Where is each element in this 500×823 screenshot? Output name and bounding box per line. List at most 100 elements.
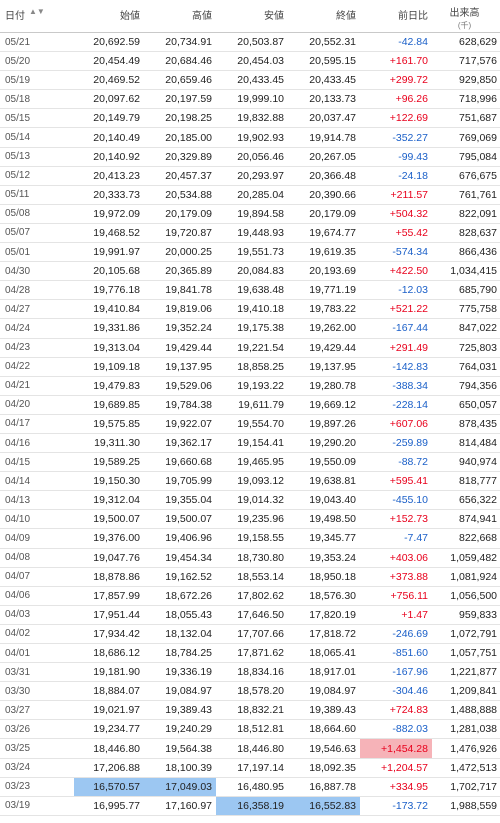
cell-low[interactable]: 19,448.93 — [216, 224, 288, 242]
cell-volume[interactable]: 751,687 — [432, 109, 500, 127]
cell-close[interactable]: 19,619.35 — [288, 243, 360, 261]
cell-high[interactable]: 20,198.25 — [144, 109, 216, 127]
cell-volume[interactable]: 1,476,926 — [432, 739, 500, 757]
cell-close[interactable]: 19,914.78 — [288, 128, 360, 146]
cell-close[interactable]: 17,820.19 — [288, 606, 360, 624]
cell-change[interactable]: -99.43 — [360, 148, 432, 166]
cell-date[interactable]: 05/01 — [0, 243, 74, 261]
cell-high[interactable]: 19,784.38 — [144, 396, 216, 414]
cell-open[interactable]: 18,686.12 — [74, 644, 144, 662]
cell-open[interactable]: 20,454.49 — [74, 52, 144, 70]
cell-date[interactable]: 04/02 — [0, 625, 74, 643]
cell-change[interactable]: +96.26 — [360, 90, 432, 108]
cell-open[interactable]: 17,951.44 — [74, 606, 144, 624]
cell-volume[interactable]: 628,629 — [432, 33, 500, 51]
cell-open[interactable]: 20,140.92 — [74, 148, 144, 166]
cell-high[interactable]: 19,660.68 — [144, 453, 216, 471]
cell-open[interactable]: 20,149.79 — [74, 109, 144, 127]
cell-open[interactable]: 20,140.49 — [74, 128, 144, 146]
header-close[interactable]: 終値 — [288, 0, 360, 32]
cell-date[interactable]: 05/08 — [0, 205, 74, 223]
cell-change[interactable]: -24.18 — [360, 167, 432, 185]
cell-close[interactable]: 18,950.18 — [288, 568, 360, 586]
cell-close[interactable]: 19,262.00 — [288, 319, 360, 337]
cell-open[interactable]: 19,313.04 — [74, 339, 144, 357]
cell-change[interactable]: +291.49 — [360, 339, 432, 357]
cell-date[interactable]: 03/19 — [0, 797, 74, 815]
cell-volume[interactable]: 1,472,513 — [432, 759, 500, 777]
cell-high[interactable]: 20,457.37 — [144, 167, 216, 185]
cell-volume[interactable]: 818,777 — [432, 472, 500, 490]
cell-change[interactable]: -882.03 — [360, 720, 432, 738]
cell-high[interactable]: 18,784.25 — [144, 644, 216, 662]
cell-date[interactable]: 05/20 — [0, 52, 74, 70]
cell-volume[interactable]: 1,056,500 — [432, 587, 500, 605]
cell-volume[interactable]: 725,803 — [432, 339, 500, 357]
cell-date[interactable]: 04/30 — [0, 262, 74, 280]
cell-change[interactable]: +122.69 — [360, 109, 432, 127]
cell-low[interactable]: 20,084.83 — [216, 262, 288, 280]
cell-date[interactable]: 04/21 — [0, 377, 74, 395]
cell-date[interactable]: 05/13 — [0, 148, 74, 166]
cell-high[interactable]: 20,365.89 — [144, 262, 216, 280]
cell-high[interactable]: 19,500.07 — [144, 510, 216, 528]
cell-open[interactable]: 19,589.25 — [74, 453, 144, 471]
cell-close[interactable]: 20,193.69 — [288, 262, 360, 280]
cell-volume[interactable]: 814,484 — [432, 434, 500, 452]
cell-change[interactable]: -142.83 — [360, 358, 432, 376]
cell-low[interactable]: 19,638.48 — [216, 281, 288, 299]
cell-high[interactable]: 19,352.24 — [144, 319, 216, 337]
cell-volume[interactable]: 718,996 — [432, 90, 500, 108]
cell-volume[interactable]: 794,356 — [432, 377, 500, 395]
cell-close[interactable]: 18,664.60 — [288, 720, 360, 738]
header-low[interactable]: 安値 — [216, 0, 288, 32]
cell-low[interactable]: 17,646.50 — [216, 606, 288, 624]
cell-open[interactable]: 19,776.18 — [74, 281, 144, 299]
cell-low[interactable]: 19,465.95 — [216, 453, 288, 471]
cell-close[interactable]: 16,552.83 — [288, 796, 360, 815]
cell-low[interactable]: 18,730.80 — [216, 549, 288, 567]
cell-high[interactable]: 19,240.29 — [144, 720, 216, 738]
cell-change[interactable]: +422.50 — [360, 262, 432, 280]
cell-open[interactable]: 17,857.99 — [74, 587, 144, 605]
cell-high[interactable]: 19,336.19 — [144, 663, 216, 681]
cell-high[interactable]: 18,132.04 — [144, 625, 216, 643]
cell-open[interactable]: 19,468.52 — [74, 224, 144, 242]
cell-open[interactable]: 19,109.18 — [74, 358, 144, 376]
cell-open[interactable]: 20,333.73 — [74, 186, 144, 204]
cell-close[interactable]: 18,092.35 — [288, 759, 360, 777]
cell-change[interactable]: -42.84 — [360, 33, 432, 51]
cell-low[interactable]: 17,802.62 — [216, 587, 288, 605]
cell-high[interactable]: 20,197.59 — [144, 90, 216, 108]
cell-high[interactable]: 20,659.46 — [144, 71, 216, 89]
cell-open[interactable]: 16,570.57 — [74, 777, 144, 796]
cell-date[interactable]: 04/13 — [0, 491, 74, 509]
cell-open[interactable]: 19,689.85 — [74, 396, 144, 414]
cell-date[interactable]: 03/26 — [0, 720, 74, 738]
cell-change[interactable]: +152.73 — [360, 510, 432, 528]
cell-change[interactable]: -574.34 — [360, 243, 432, 261]
cell-low[interactable]: 19,158.55 — [216, 529, 288, 547]
cell-change[interactable]: -7.47 — [360, 529, 432, 547]
cell-open[interactable]: 19,479.83 — [74, 377, 144, 395]
cell-high[interactable]: 19,406.96 — [144, 529, 216, 547]
cell-close[interactable]: 20,133.73 — [288, 90, 360, 108]
cell-low[interactable]: 19,410.18 — [216, 300, 288, 318]
cell-date[interactable]: 03/25 — [0, 739, 74, 757]
cell-close[interactable]: 20,433.45 — [288, 71, 360, 89]
cell-close[interactable]: 20,552.31 — [288, 33, 360, 51]
cell-high[interactable]: 19,922.07 — [144, 415, 216, 433]
cell-high[interactable]: 18,100.39 — [144, 759, 216, 777]
header-change[interactable]: 前日比 — [360, 0, 432, 32]
cell-close[interactable]: 20,037.47 — [288, 109, 360, 127]
cell-close[interactable]: 19,669.12 — [288, 396, 360, 414]
cell-high[interactable]: 17,160.97 — [144, 797, 216, 815]
cell-date[interactable]: 05/14 — [0, 128, 74, 146]
cell-date[interactable]: 04/09 — [0, 529, 74, 547]
cell-high[interactable]: 19,529.06 — [144, 377, 216, 395]
sort-icon[interactable]: ▲▼ — [29, 7, 45, 16]
cell-close[interactable]: 20,595.15 — [288, 52, 360, 70]
cell-volume[interactable]: 1,209,841 — [432, 682, 500, 700]
cell-open[interactable]: 19,575.85 — [74, 415, 144, 433]
cell-change[interactable]: -167.96 — [360, 663, 432, 681]
